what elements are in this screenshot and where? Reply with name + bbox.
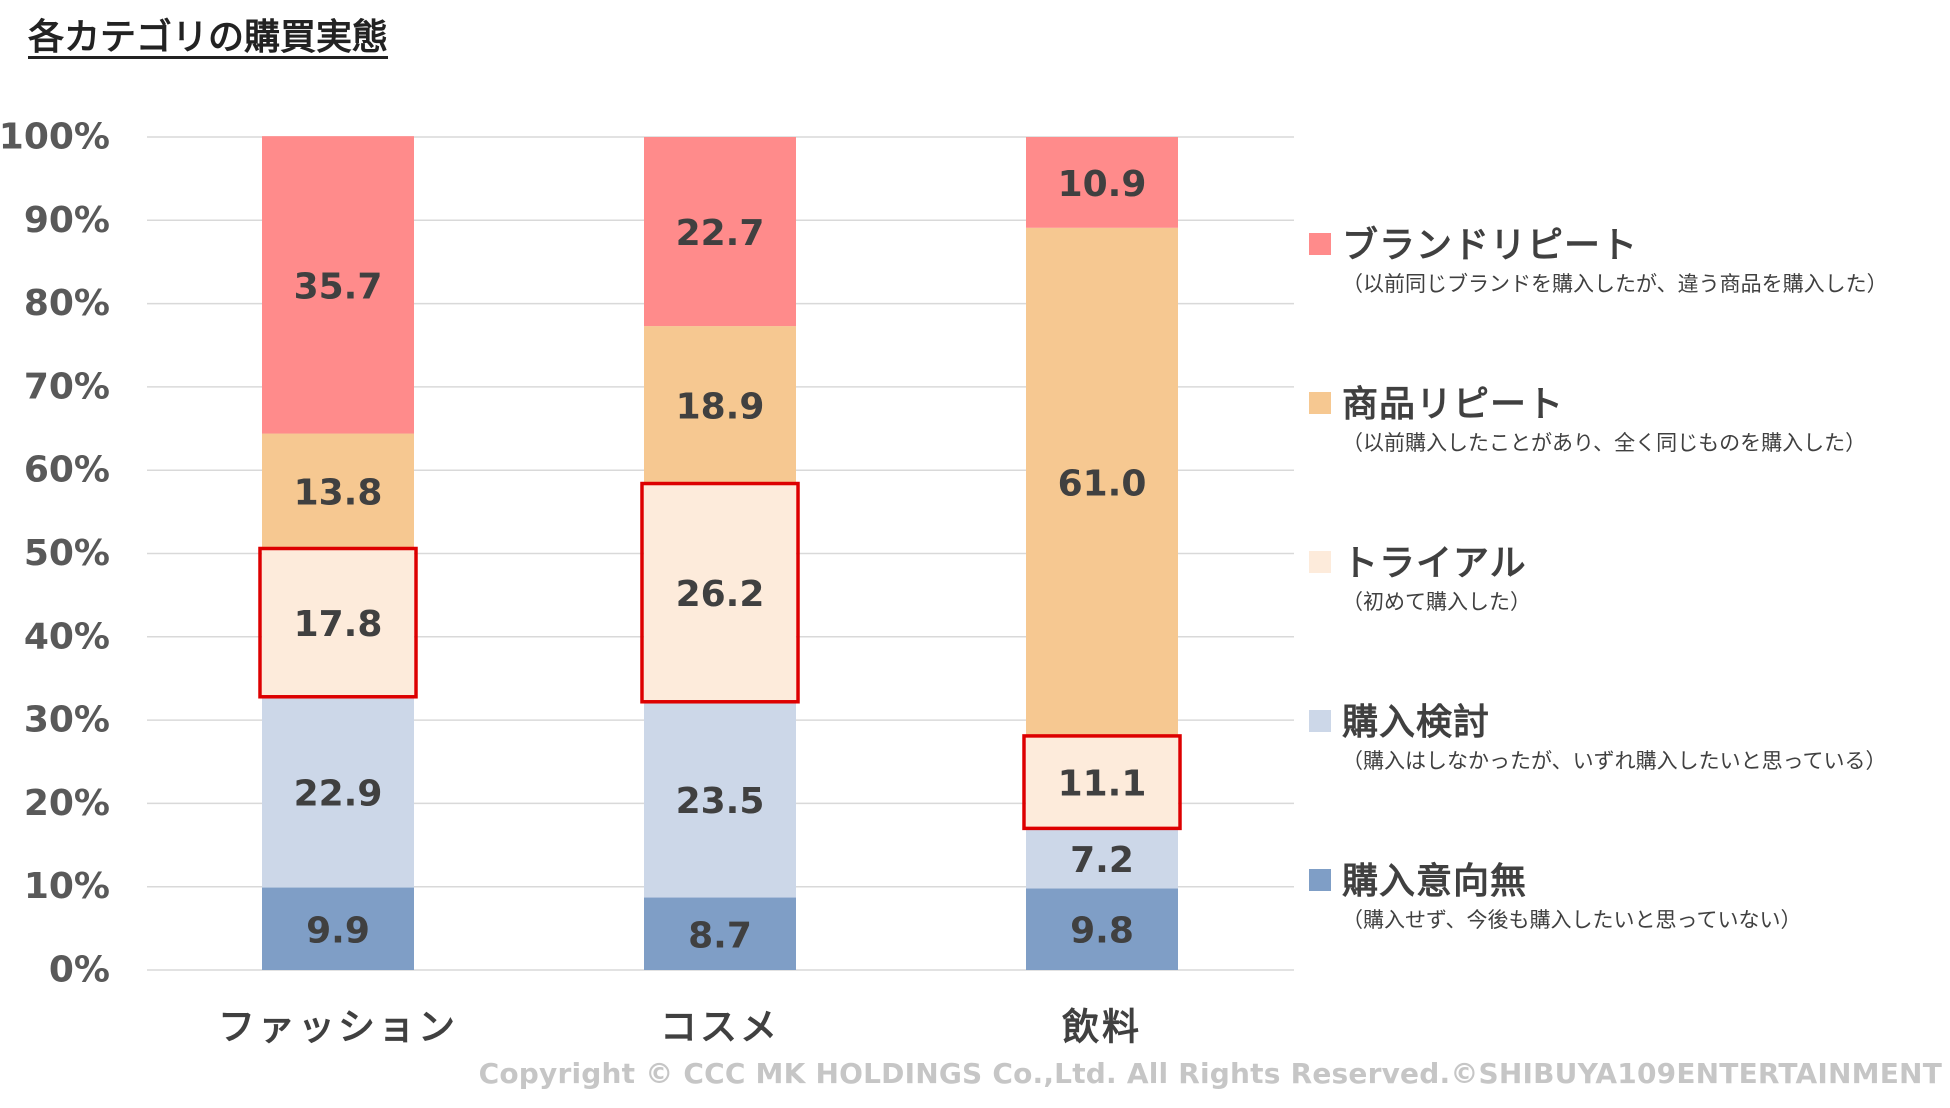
bar-segment bbox=[644, 137, 796, 327]
x-axis-categories: ファッション コスメ 飲料 bbox=[218, 1006, 1142, 1049]
legend-label: トライアル bbox=[1342, 543, 1527, 584]
legend-label: 商品リピート bbox=[1342, 384, 1565, 425]
y-tick-label: 70% bbox=[24, 366, 110, 407]
bar-segment bbox=[262, 696, 414, 888]
highlight-box bbox=[1022, 734, 1182, 831]
data-label: 18.9 bbox=[676, 386, 765, 427]
data-labels: 9.9 22.9 17.8 13.8 35.7 8.7 23.5 26.2 18.9 22.7 9.… bbox=[294, 164, 1147, 956]
data-label: 13.8 bbox=[294, 473, 383, 514]
y-tick-label: 50% bbox=[24, 533, 110, 574]
legend-swatch bbox=[1309, 551, 1331, 573]
data-label: 8.7 bbox=[688, 915, 752, 956]
y-tick-label: 20% bbox=[24, 783, 110, 824]
data-label: 11.1 bbox=[1058, 764, 1147, 805]
bar-segment bbox=[262, 433, 414, 549]
legend-swatch bbox=[1309, 710, 1331, 732]
bar-segment bbox=[1026, 828, 1178, 889]
chart-title: 各カテゴリの購買実態 bbox=[28, 17, 389, 58]
data-label: 26.2 bbox=[676, 574, 765, 615]
bar-segment bbox=[644, 326, 796, 484]
bar-segment bbox=[644, 897, 796, 970]
legend-description: （購入はしなかったが、いずれ購入したいと思っている） bbox=[1342, 749, 1887, 773]
x-category-label: 飲料 bbox=[1062, 1006, 1142, 1049]
data-label: 10.9 bbox=[1058, 164, 1147, 205]
copyright-notice: Copyright © CCC MK HOLDINGS Co.,Ltd. All… bbox=[478, 1057, 1942, 1090]
y-axis-ticks: 0% 10% 20% 30% 40% 50% 60% 70% 80% 90% 100% bbox=[0, 117, 110, 991]
data-label: 22.7 bbox=[676, 213, 765, 254]
legend-label: 購入意向無 bbox=[1342, 861, 1528, 902]
highlight-box bbox=[640, 481, 800, 704]
legend-description: （初めて購入した） bbox=[1342, 590, 1531, 614]
y-tick-label: 0% bbox=[49, 950, 110, 991]
x-category-label: ファッション bbox=[218, 1006, 458, 1049]
legend-swatch bbox=[1309, 869, 1331, 891]
y-tick-label: 100% bbox=[0, 117, 110, 158]
legend-description: （以前同じブランドを購入したが、違う商品を購入した） bbox=[1342, 272, 1888, 296]
data-label: 23.5 bbox=[676, 781, 765, 822]
bar-segment bbox=[644, 483, 796, 702]
x-category-label: コスメ bbox=[660, 1006, 780, 1049]
y-tick-label: 40% bbox=[24, 616, 110, 657]
legend: ブランドリピート （以前同じブランドを購入したが、違う商品を購入した） 商品リピート… bbox=[1306, 216, 1946, 946]
legend-description: （以前購入したことがあり、全く同じものを購入した） bbox=[1342, 431, 1867, 455]
data-label: 7.2 bbox=[1070, 840, 1134, 881]
bars bbox=[262, 136, 1178, 970]
highlight-boxes bbox=[258, 481, 1182, 831]
bar-segment bbox=[1026, 888, 1178, 970]
data-label: 35.7 bbox=[294, 266, 383, 307]
bar-segment bbox=[644, 701, 796, 898]
legend-description: （購入せず、今後も購入したいと思っていない） bbox=[1342, 908, 1802, 932]
data-label: 17.8 bbox=[294, 604, 383, 645]
bar-segment bbox=[262, 548, 414, 697]
legend-label: 購入検討 bbox=[1342, 702, 1491, 743]
data-label: 9.8 bbox=[1070, 911, 1134, 952]
y-tick-label: 30% bbox=[24, 700, 110, 741]
y-tick-label: 60% bbox=[24, 450, 110, 491]
legend-swatch bbox=[1309, 233, 1331, 255]
y-tick-label: 90% bbox=[24, 200, 110, 241]
data-label: 61.0 bbox=[1058, 463, 1147, 504]
legend-label: ブランドリピート bbox=[1342, 225, 1639, 266]
data-label: 9.9 bbox=[306, 910, 370, 951]
legend-swatch bbox=[1309, 392, 1331, 414]
y-tick-label: 10% bbox=[24, 866, 110, 907]
highlight-box bbox=[258, 546, 418, 699]
bar-segment bbox=[1026, 227, 1178, 736]
bar-segment bbox=[1026, 735, 1178, 829]
bar-segment bbox=[262, 136, 414, 434]
bar-segment bbox=[1026, 137, 1178, 228]
bar-segment bbox=[262, 887, 414, 970]
y-tick-label: 80% bbox=[24, 283, 110, 324]
data-label: 22.9 bbox=[294, 774, 383, 815]
